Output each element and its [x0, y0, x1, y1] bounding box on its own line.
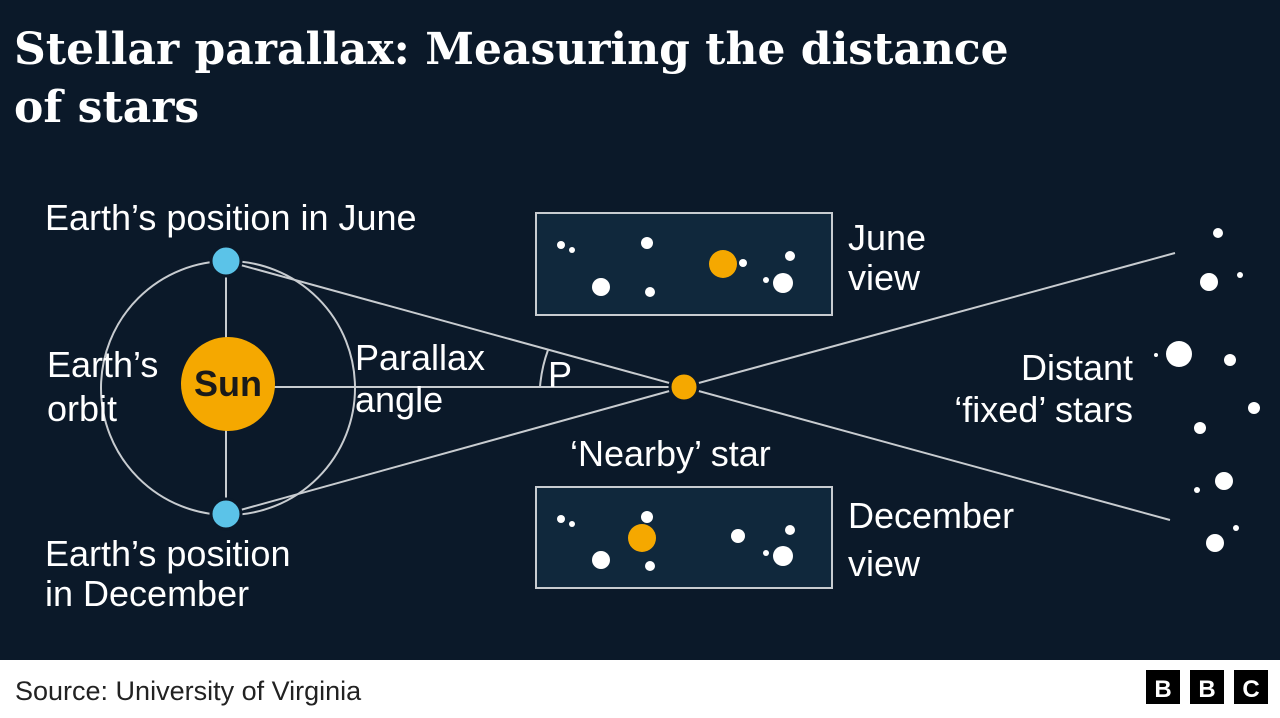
earth — [209, 244, 243, 278]
label: June — [848, 217, 926, 258]
logo-letter: C — [1242, 676, 1259, 703]
sun-label: Sun — [194, 363, 262, 404]
bbc-logo: B B C — [1146, 670, 1268, 704]
label: December — [848, 495, 1014, 536]
label: orbit — [47, 388, 117, 429]
sight-line — [683, 386, 1171, 521]
label: Earth’s position — [45, 533, 290, 574]
label: Distant — [1021, 347, 1133, 388]
june-stars — [557, 237, 795, 297]
nearby-star — [668, 371, 700, 403]
label: in December — [45, 573, 249, 614]
label: ‘Nearby’ star — [570, 433, 771, 474]
angle-arc — [539, 349, 549, 388]
sight-line — [683, 252, 1176, 388]
label: Earth’s position in June — [45, 197, 417, 238]
title: of stars — [14, 82, 199, 133]
earth — [209, 497, 243, 531]
logo-letter: B — [1154, 676, 1171, 703]
sun — [181, 337, 275, 431]
label: Parallax — [355, 337, 485, 378]
sight-line — [225, 386, 685, 515]
label: angle — [355, 379, 443, 420]
logo-letter: B — [1198, 676, 1215, 703]
title: Stellar parallax: Measuring the distance — [14, 24, 1009, 75]
label: ‘fixed’ stars — [954, 389, 1133, 430]
june-view-box — [535, 212, 833, 316]
sight-line — [225, 260, 685, 388]
source: Source: University of Virginia — [15, 676, 362, 706]
label: Earth’s — [47, 344, 158, 385]
label: P — [548, 354, 572, 395]
distant-stars — [1154, 228, 1260, 552]
label: view — [848, 543, 921, 584]
december-view-box — [535, 486, 833, 589]
december-stars — [557, 511, 795, 571]
label: view — [848, 257, 921, 298]
